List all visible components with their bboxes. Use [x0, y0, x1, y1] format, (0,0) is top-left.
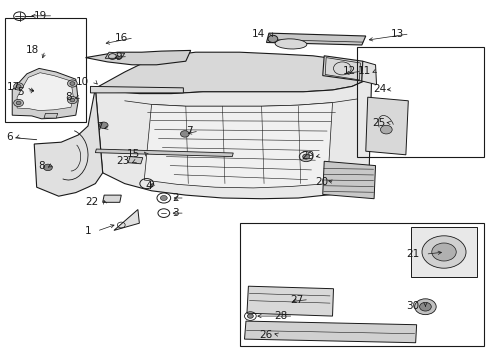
Polygon shape [95, 76, 371, 199]
Text: 3: 3 [172, 208, 179, 218]
Text: 21: 21 [406, 249, 419, 259]
Polygon shape [34, 88, 102, 196]
Circle shape [16, 101, 21, 105]
Polygon shape [90, 86, 183, 93]
Polygon shape [102, 195, 121, 202]
Circle shape [70, 82, 75, 85]
Polygon shape [128, 157, 142, 164]
Text: 7: 7 [96, 122, 102, 132]
Circle shape [16, 85, 21, 88]
Text: 16: 16 [115, 33, 128, 43]
Circle shape [414, 299, 435, 315]
Text: 10: 10 [76, 77, 89, 87]
Text: 13: 13 [390, 29, 403, 39]
Text: 22: 22 [85, 197, 99, 207]
Polygon shape [365, 97, 407, 155]
Text: 15: 15 [127, 149, 140, 159]
Text: 5: 5 [17, 87, 23, 97]
Text: 30: 30 [406, 301, 419, 311]
Polygon shape [266, 33, 365, 45]
Text: 17: 17 [7, 82, 20, 92]
Text: 25: 25 [371, 118, 385, 128]
Circle shape [180, 131, 189, 137]
Polygon shape [410, 227, 476, 277]
Text: 6: 6 [6, 132, 13, 142]
Polygon shape [246, 286, 333, 316]
Text: 8: 8 [38, 161, 45, 171]
Circle shape [160, 195, 167, 201]
Polygon shape [17, 73, 73, 111]
Polygon shape [244, 321, 416, 343]
Polygon shape [105, 52, 124, 58]
Text: 9: 9 [115, 51, 122, 62]
Circle shape [43, 164, 52, 171]
Text: 11: 11 [357, 66, 370, 76]
Polygon shape [85, 50, 190, 65]
Text: 4: 4 [144, 181, 151, 191]
Polygon shape [114, 210, 139, 230]
Text: 8: 8 [65, 92, 72, 102]
Circle shape [380, 125, 391, 134]
Circle shape [70, 98, 75, 102]
Text: 20: 20 [315, 177, 328, 187]
Text: 19: 19 [34, 11, 47, 21]
Polygon shape [12, 68, 78, 119]
Ellipse shape [275, 39, 306, 49]
Circle shape [67, 80, 77, 87]
Text: 27: 27 [289, 294, 303, 305]
Text: 1: 1 [84, 226, 91, 236]
Circle shape [421, 236, 465, 268]
Text: 18: 18 [26, 45, 39, 55]
Polygon shape [44, 113, 58, 118]
Text: 14: 14 [252, 29, 265, 39]
Text: 28: 28 [274, 311, 287, 321]
Text: 24: 24 [372, 84, 386, 94]
Circle shape [267, 35, 277, 42]
Text: 23: 23 [116, 156, 129, 166]
Circle shape [14, 83, 23, 90]
Circle shape [431, 243, 455, 261]
Circle shape [247, 314, 253, 318]
Circle shape [68, 96, 77, 103]
Circle shape [419, 302, 430, 311]
Polygon shape [361, 61, 376, 85]
Text: 2: 2 [172, 193, 179, 203]
Polygon shape [95, 149, 233, 157]
Polygon shape [322, 161, 375, 199]
Polygon shape [95, 52, 371, 94]
Circle shape [302, 154, 309, 159]
Circle shape [99, 122, 108, 129]
Text: 26: 26 [259, 330, 272, 340]
Circle shape [14, 99, 23, 107]
Polygon shape [144, 103, 332, 188]
Circle shape [67, 96, 77, 104]
Text: 12: 12 [342, 66, 355, 76]
Text: 29: 29 [301, 150, 314, 161]
Polygon shape [322, 56, 362, 81]
Text: 7: 7 [186, 126, 193, 136]
